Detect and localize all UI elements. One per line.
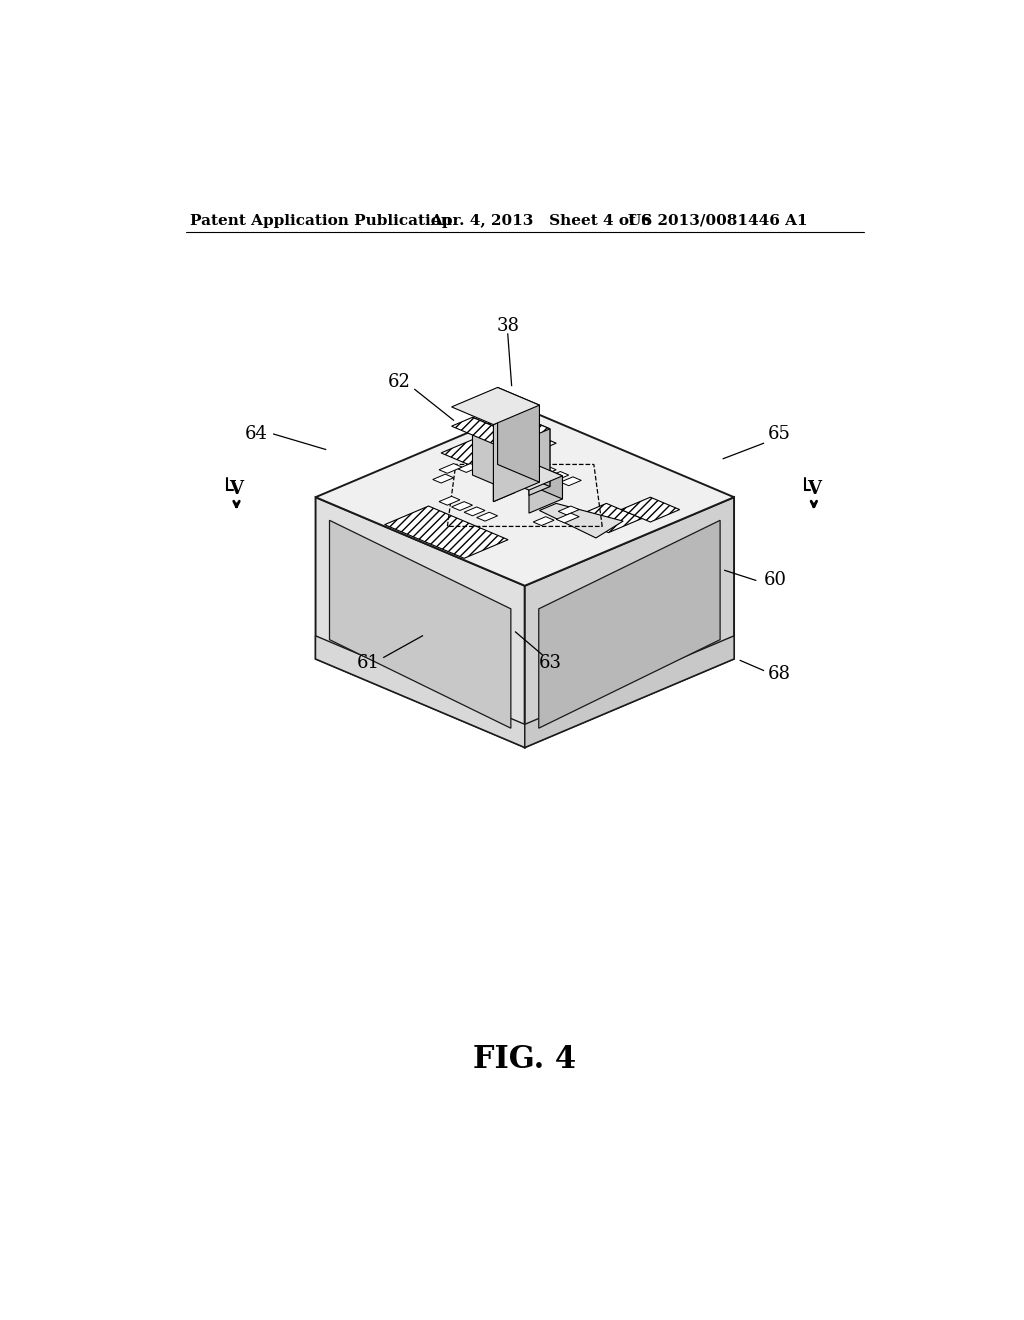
Polygon shape [539, 520, 720, 729]
Polygon shape [452, 502, 472, 511]
Text: 61: 61 [356, 653, 380, 672]
Polygon shape [464, 507, 485, 516]
Polygon shape [452, 388, 540, 425]
Polygon shape [560, 477, 582, 486]
Polygon shape [315, 409, 734, 586]
Polygon shape [524, 498, 734, 747]
Text: 60: 60 [764, 572, 786, 589]
Polygon shape [439, 496, 460, 506]
Polygon shape [477, 512, 498, 521]
Text: 65: 65 [768, 425, 791, 444]
Polygon shape [508, 411, 550, 487]
Polygon shape [494, 436, 514, 502]
Polygon shape [572, 503, 642, 533]
Polygon shape [452, 417, 514, 444]
Polygon shape [494, 405, 540, 502]
Polygon shape [472, 417, 514, 492]
Polygon shape [439, 463, 462, 474]
Polygon shape [498, 388, 540, 482]
Text: 38: 38 [497, 317, 519, 335]
Polygon shape [385, 506, 508, 558]
Polygon shape [496, 462, 562, 490]
Polygon shape [529, 477, 562, 513]
Text: 68: 68 [768, 665, 791, 684]
Polygon shape [330, 520, 511, 729]
Text: 64: 64 [245, 425, 267, 444]
Polygon shape [441, 438, 508, 466]
Polygon shape [540, 503, 624, 539]
Polygon shape [433, 474, 454, 483]
Polygon shape [556, 513, 580, 523]
Polygon shape [315, 498, 524, 747]
Text: V: V [807, 480, 821, 499]
Polygon shape [524, 636, 734, 747]
Text: 63: 63 [539, 653, 562, 672]
Text: 62: 62 [388, 372, 411, 391]
Polygon shape [534, 516, 554, 525]
Polygon shape [529, 429, 550, 495]
Polygon shape [315, 636, 524, 747]
Polygon shape [492, 430, 556, 457]
Text: US 2013/0081446 A1: US 2013/0081446 A1 [628, 214, 808, 228]
Polygon shape [548, 471, 568, 480]
Polygon shape [458, 463, 479, 473]
Polygon shape [529, 462, 562, 499]
Text: FIG. 4: FIG. 4 [473, 1044, 577, 1074]
Polygon shape [536, 466, 556, 475]
Text: V: V [229, 480, 244, 499]
Polygon shape [522, 461, 544, 470]
Text: Apr. 4, 2013   Sheet 4 of 6: Apr. 4, 2013 Sheet 4 of 6 [430, 214, 651, 228]
Text: Patent Application Publication: Patent Application Publication [190, 214, 452, 228]
Polygon shape [487, 411, 550, 438]
Polygon shape [621, 498, 680, 521]
Polygon shape [558, 506, 580, 515]
